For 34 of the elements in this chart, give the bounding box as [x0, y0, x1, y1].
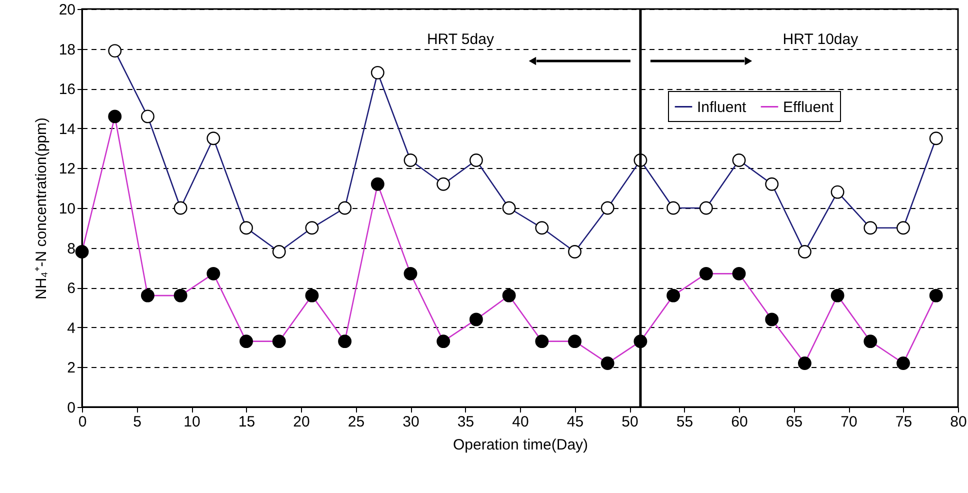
y-tick-label: 6	[67, 280, 76, 298]
y-tick-label: 12	[58, 160, 76, 178]
x-tick-label: 0	[78, 414, 87, 430]
x-tick-label: 80	[950, 414, 967, 430]
y-tick-label: 20	[58, 2, 76, 18]
annotation: HRT 10day	[782, 31, 859, 48]
x-tick-label: 20	[293, 414, 310, 430]
y-tick-label: 10	[58, 200, 76, 218]
x-tick-label: 45	[566, 414, 584, 430]
x-tick-label: 50	[622, 414, 638, 430]
x-tick-label: 25	[348, 414, 365, 430]
y-tick-label: 4	[67, 320, 76, 337]
x-tick-label: 15	[238, 414, 256, 430]
y-axis-title: NH₄⁺-N concentration(ppm)	[32, 117, 50, 300]
y-tick-label: 18	[58, 41, 76, 58]
y-tick-label: 16	[58, 81, 76, 98]
y-tick-label: 0	[67, 400, 76, 416]
x-tick-label: 40	[512, 414, 529, 430]
x-tick-label: 30	[402, 414, 420, 430]
legend-label: Influent	[697, 98, 748, 116]
y-tick-label: 8	[67, 240, 76, 258]
x-tick-label: 35	[457, 414, 474, 430]
x-tick-label: 65	[786, 414, 803, 430]
x-axis-title: Operation time(Day)	[452, 436, 588, 454]
legend-label: Effluent	[783, 98, 834, 116]
x-tick-label: 60	[731, 414, 748, 430]
x-tick-label: 70	[840, 414, 858, 430]
x-tick-label: 10	[184, 414, 200, 430]
y-tick-label: 2	[67, 360, 76, 377]
x-tick-label: 55	[676, 414, 694, 430]
y-tick-label: 14	[58, 120, 76, 138]
annotation: HRT 5day	[426, 31, 494, 48]
x-tick-label: 75	[895, 414, 912, 430]
x-tick-label: 5	[133, 414, 142, 430]
